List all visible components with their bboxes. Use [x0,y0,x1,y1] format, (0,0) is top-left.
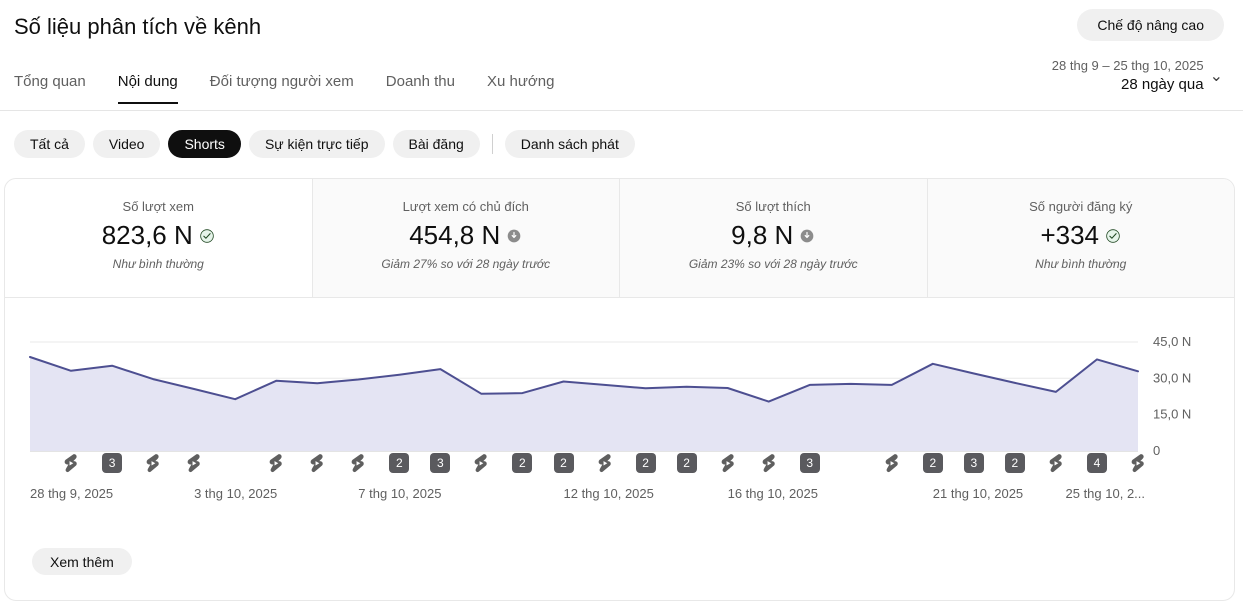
svg-text:45,0 N: 45,0 N [1153,334,1191,349]
svg-text:15,0 N: 15,0 N [1153,407,1191,422]
svg-text:30,0 N: 30,0 N [1153,370,1191,385]
